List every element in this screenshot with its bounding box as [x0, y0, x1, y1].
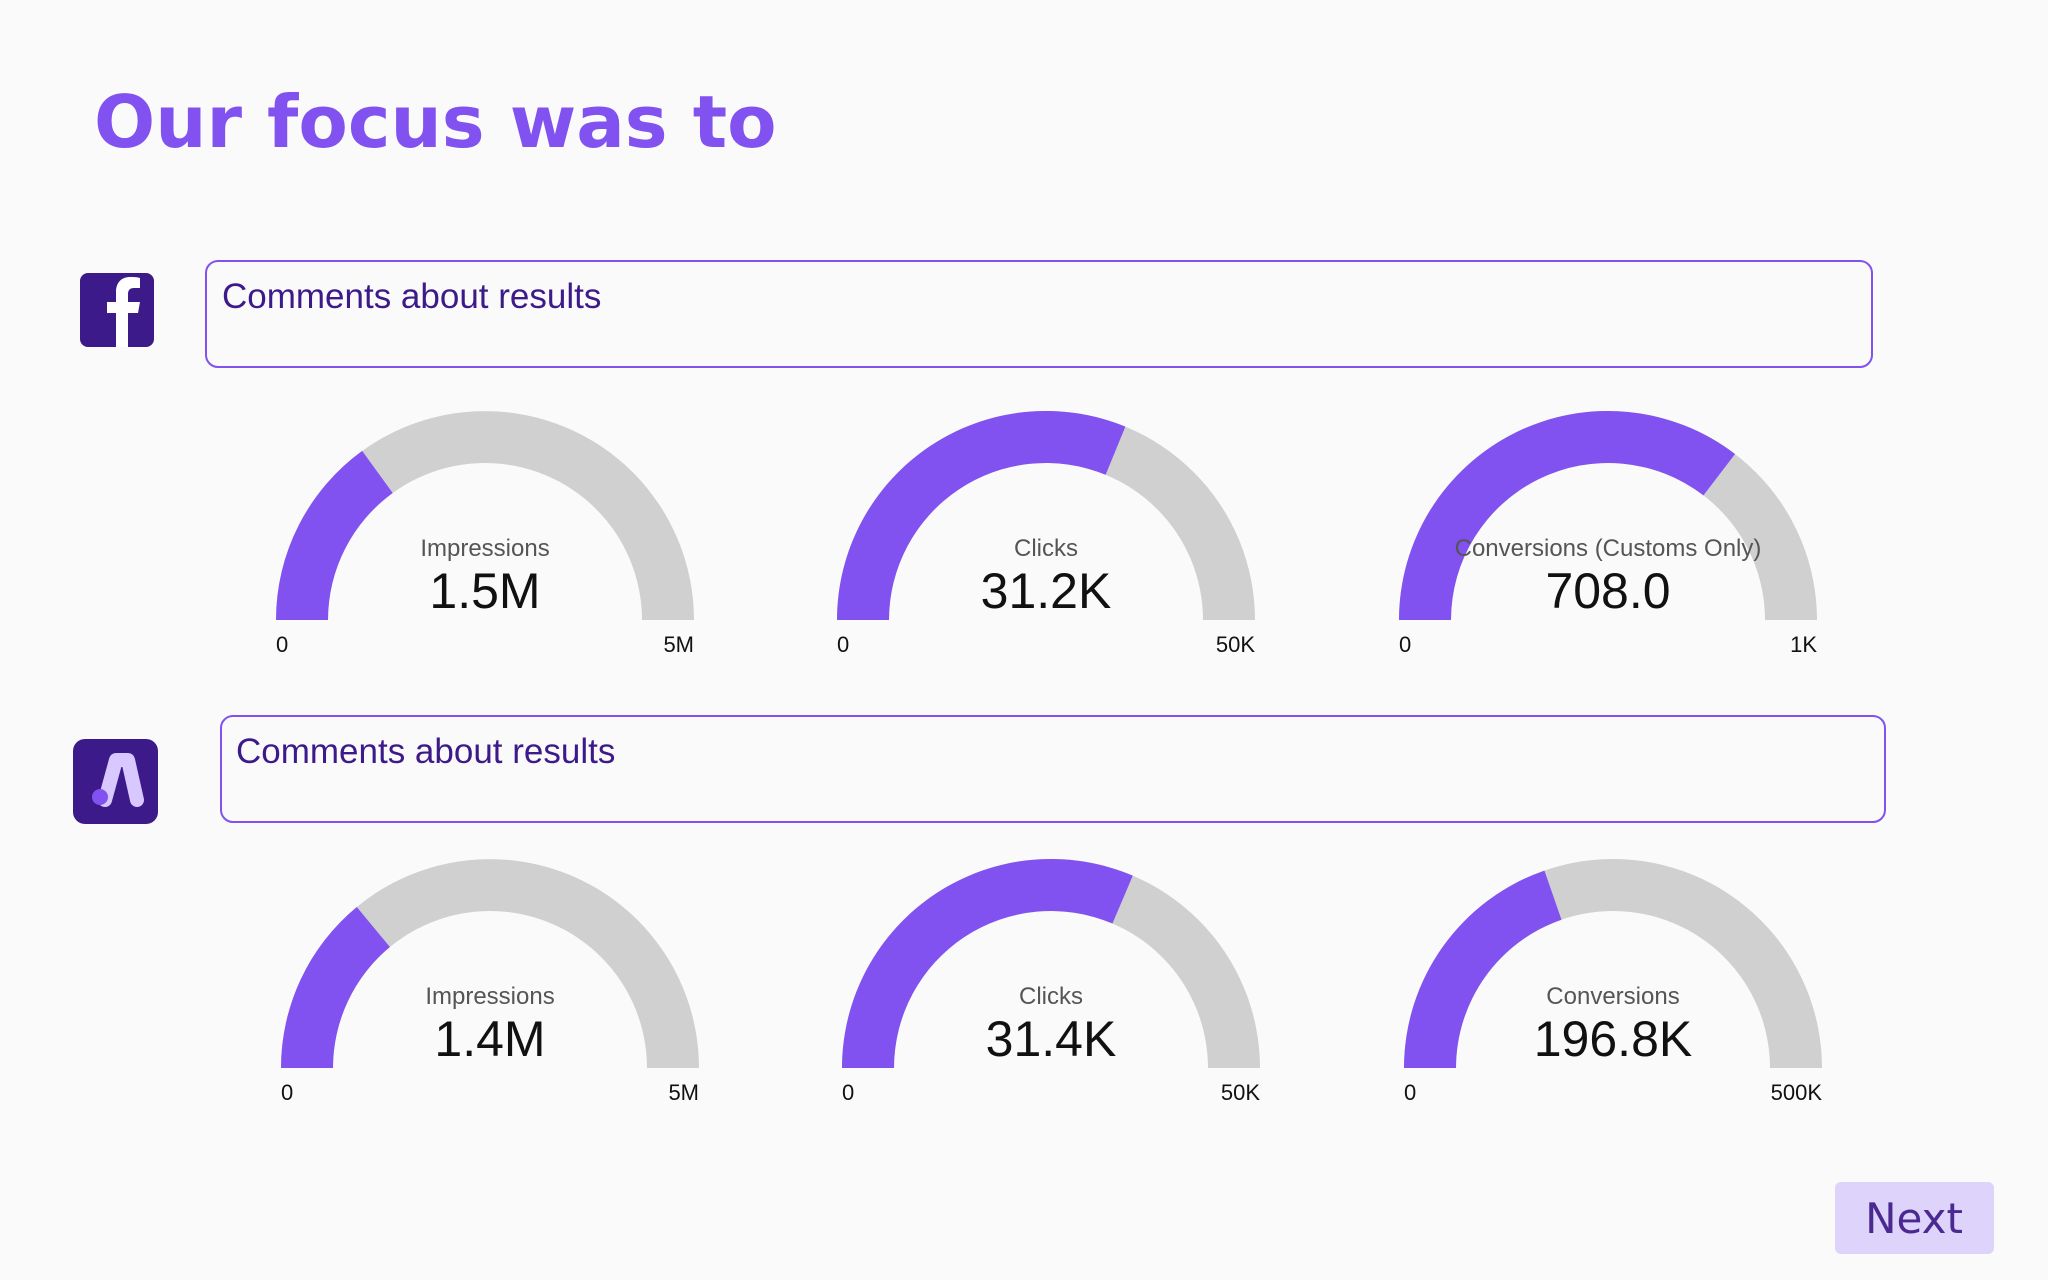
next-button[interactable]	[1835, 1182, 1994, 1254]
gauge-value	[837, 411, 1126, 620]
page-title: Our focus was to	[94, 80, 777, 164]
gauge-tick-label: 1K	[1790, 632, 1817, 657]
gauge-track	[276, 411, 694, 620]
gauge-value-label: 196.8K	[1534, 1011, 1692, 1067]
gauge-value	[276, 450, 393, 620]
gauge-value-label: 31.2K	[981, 563, 1112, 619]
gauge-title: Conversions (Customs Only)	[1455, 535, 1762, 562]
gauge-tick-label: 0	[276, 632, 288, 657]
gauge-tick-label: 0	[1399, 632, 1411, 657]
gauge-tick-label: 0	[837, 632, 849, 657]
gauge-title: Conversions	[1546, 983, 1679, 1010]
gauge-tick-label: 0	[842, 1080, 854, 1105]
gauge-title: Impressions	[420, 535, 549, 562]
comment-box[interactable]	[205, 260, 1873, 368]
gauge-title: Clicks	[1014, 535, 1078, 562]
gauge-title: Impressions	[425, 983, 554, 1010]
facebook-icon	[80, 273, 154, 347]
gauge-value-label: 1.5M	[429, 563, 540, 619]
gauge-value	[281, 906, 390, 1068]
gauge-tick-label: 500K	[1771, 1080, 1823, 1105]
gauge-value	[842, 859, 1133, 1068]
gauge-value-label: 31.4K	[986, 1011, 1117, 1067]
gauge-tick-label: 5M	[668, 1080, 699, 1105]
gauge-tick-label: 50K	[1216, 632, 1255, 657]
comment-box[interactable]	[220, 715, 1886, 823]
comment-text: Comments about results	[236, 732, 615, 771]
gauge-value	[1399, 411, 1736, 620]
comment-text: Comments about results	[222, 277, 601, 316]
gauge-title: Clicks	[1019, 983, 1083, 1010]
gauge-track	[281, 859, 699, 1068]
gauge-value-label: 1.4M	[434, 1011, 545, 1067]
gauge-value	[1404, 870, 1562, 1068]
gauge-value-label: 708.0	[1545, 563, 1670, 619]
gauge-tick-label: 0	[281, 1080, 293, 1105]
google-ads-icon	[73, 739, 158, 824]
next-button-label: Next	[1865, 1194, 1963, 1243]
gauge-tick-label: 50K	[1221, 1080, 1260, 1105]
gauge-tick-label: 0	[1404, 1080, 1416, 1105]
gauge-tick-label: 5M	[663, 632, 694, 657]
